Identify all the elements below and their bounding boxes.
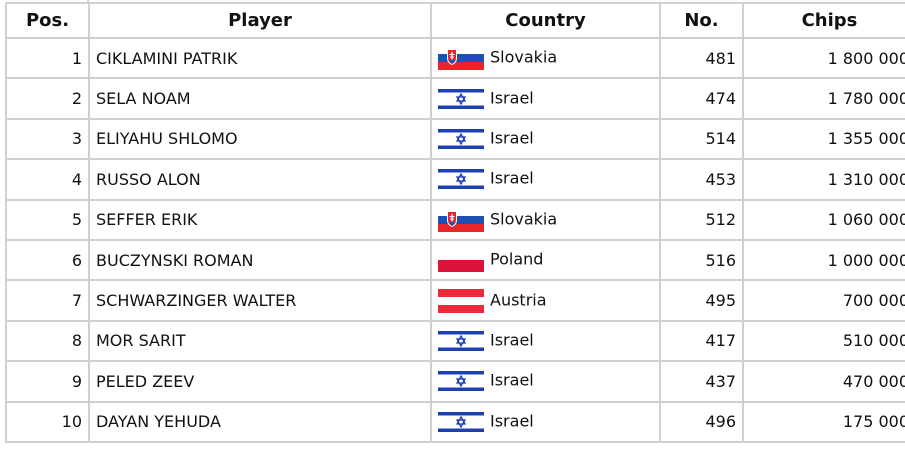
- country-cell: Slovakia: [430, 36, 661, 80]
- chips-cell: 1 000 000: [742, 238, 905, 282]
- country-name: Israel: [490, 370, 534, 390]
- pos-cell: 4: [5, 158, 90, 201]
- player-cell: MOR SARIT: [88, 319, 432, 363]
- player-cell: SCHWARZINGER WALTER: [88, 279, 432, 322]
- country-name: Slovakia: [490, 47, 558, 67]
- table-row: 9 PELED ZEEV Israel 437 470 000: [5, 360, 905, 403]
- player-cell: PELED ZEEV: [88, 360, 432, 403]
- chips-cell: 1 310 000: [742, 158, 905, 201]
- number-cell: 453: [659, 158, 744, 201]
- table-row: 3 ELIYAHU SHLOMO Israel 514 1 355 000: [5, 117, 905, 161]
- header-country[interactable]: Country: [430, 2, 661, 39]
- chip-count-table: Pos. Player Country No. Chips 1 CIKLAMIN…: [5, 2, 905, 443]
- slovakia-flag-icon: [438, 46, 484, 71]
- pos-cell: 3: [5, 117, 90, 161]
- country-name: Israel: [490, 128, 534, 148]
- number-cell: 516: [659, 238, 744, 282]
- number-cell: 512: [659, 198, 744, 241]
- country-name: Israel: [490, 88, 534, 108]
- player-cell: RUSSO ALON: [88, 158, 432, 201]
- chips-cell: 470 000: [742, 360, 905, 403]
- pos-cell: 5: [5, 198, 90, 241]
- country-cell: Poland: [430, 238, 661, 282]
- israel-flag-icon: [438, 409, 484, 434]
- number-cell: 495: [659, 279, 744, 322]
- table-row: 6 BUCZYNSKI ROMAN Poland 516 1 000 000: [5, 238, 905, 282]
- israel-flag-icon: [438, 167, 484, 192]
- austria-flag-icon: [438, 288, 484, 313]
- country-name: Slovakia: [490, 209, 558, 229]
- table-row: 10 DAYAN YEHUDA Israel 496 175 000: [5, 400, 905, 443]
- country-name: Austria: [490, 290, 547, 310]
- chips-cell: 1 800 000: [742, 36, 905, 80]
- country-name: Israel: [490, 330, 534, 350]
- country-cell: Israel: [430, 400, 661, 443]
- chips-cell: 175 000: [742, 400, 905, 443]
- number-cell: 496: [659, 400, 744, 443]
- number-cell: 514: [659, 117, 744, 161]
- table-row: 5 SEFFER ERIK Slovakia 512 1 060 000: [5, 198, 905, 241]
- table-row: 8 MOR SARIT Israel 417 510 000: [5, 319, 905, 363]
- player-cell: BUCZYNSKI ROMAN: [88, 238, 432, 282]
- israel-flag-icon: [438, 328, 484, 353]
- table-row: 7 SCHWARZINGER WALTER Austria 495 700 00…: [5, 279, 905, 322]
- country-cell: Israel: [430, 77, 661, 120]
- player-cell: ELIYAHU SHLOMO: [88, 117, 432, 161]
- country-cell: Austria: [430, 279, 661, 322]
- slovakia-flag-icon: [438, 207, 484, 232]
- chips-cell: 1 780 000: [742, 77, 905, 120]
- table-row: 1 CIKLAMINI PATRIK Slovakia 481 1 800 00…: [5, 36, 905, 80]
- header-player[interactable]: Player: [88, 2, 432, 39]
- poland-flag-icon: [438, 248, 484, 273]
- country-name: Israel: [490, 411, 534, 431]
- pos-cell: 7: [5, 279, 90, 322]
- chips-cell: 510 000: [742, 319, 905, 363]
- header-pos[interactable]: Pos.: [5, 2, 90, 39]
- country-cell: Israel: [430, 158, 661, 201]
- player-cell: DAYAN YEHUDA: [88, 400, 432, 443]
- pos-cell: 10: [5, 400, 90, 443]
- pos-cell: 1: [5, 36, 90, 80]
- number-cell: 474: [659, 77, 744, 120]
- pos-cell: 9: [5, 360, 90, 403]
- number-cell: 481: [659, 36, 744, 80]
- divider: [87, 0, 89, 4]
- player-cell: SEFFER ERIK: [88, 198, 432, 241]
- chips-cell: 700 000: [742, 279, 905, 322]
- country-cell: Israel: [430, 360, 661, 403]
- header-no[interactable]: No.: [659, 2, 744, 39]
- player-cell: CIKLAMINI PATRIK: [88, 36, 432, 80]
- chips-cell: 1 060 000: [742, 198, 905, 241]
- number-cell: 437: [659, 360, 744, 403]
- israel-flag-icon: [438, 369, 484, 394]
- table-row: 2 SELA NOAM Israel 474 1 780 000: [5, 77, 905, 120]
- country-cell: Israel: [430, 117, 661, 161]
- israel-flag-icon: [438, 126, 484, 151]
- number-cell: 417: [659, 319, 744, 363]
- header-row: Pos. Player Country No. Chips: [5, 2, 905, 39]
- country-cell: Slovakia: [430, 198, 661, 241]
- header-chips[interactable]: Chips: [742, 2, 905, 39]
- pos-cell: 2: [5, 77, 90, 120]
- table-row: 4 RUSSO ALON Israel 453 1 310 000: [5, 158, 905, 201]
- israel-flag-icon: [438, 86, 484, 111]
- country-name: Poland: [490, 249, 544, 269]
- chips-cell: 1 355 000: [742, 117, 905, 161]
- pos-cell: 6: [5, 238, 90, 282]
- pos-cell: 8: [5, 319, 90, 363]
- country-cell: Israel: [430, 319, 661, 363]
- player-cell: SELA NOAM: [88, 77, 432, 120]
- country-name: Israel: [490, 168, 534, 188]
